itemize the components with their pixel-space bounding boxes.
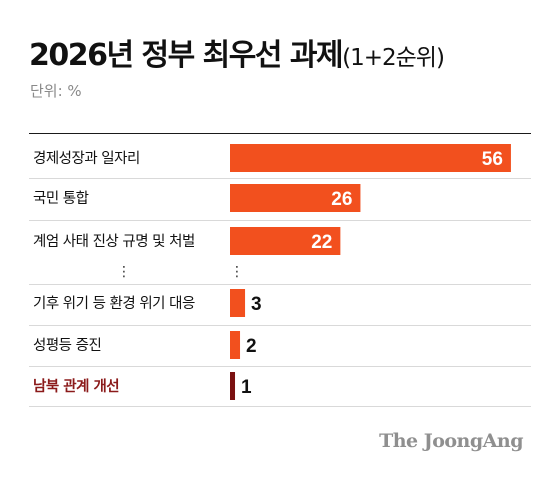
category-label: 남북 관계 개선	[33, 378, 119, 395]
category-label: 국민 통합	[33, 190, 89, 207]
value-label: 3	[251, 294, 262, 315]
chart-title: 2026년 정부 최우선 과제(1+2순위)	[29, 30, 445, 74]
bar	[230, 227, 341, 255]
category-label: 경제성장과 일자리	[33, 150, 140, 167]
category-label: 계엄 사태 진상 규명 및 처벌	[33, 233, 195, 250]
bar	[230, 184, 361, 212]
bar	[230, 372, 236, 400]
ellipsis-marker: ⋮	[117, 264, 131, 280]
bar	[230, 144, 511, 172]
title-main: 2026년 정부 최우선 과제	[29, 38, 344, 73]
bar	[230, 331, 241, 359]
unit-label: 단위: %	[30, 82, 82, 100]
title-subtitle: (1+2순위)	[342, 45, 445, 71]
bar	[230, 289, 246, 317]
category-label: 성평등 증진	[33, 337, 101, 354]
value-label: 2	[246, 336, 257, 357]
top-rule	[29, 133, 531, 134]
category-label: 기후 위기 등 환경 위기 대응	[33, 295, 195, 312]
source-credit: The JoongAng	[379, 430, 523, 452]
value-label: 56	[482, 149, 503, 170]
ellipsis-marker: ⋮	[230, 264, 244, 280]
value-label: 22	[311, 232, 332, 253]
value-label: 26	[331, 189, 352, 210]
value-label: 1	[241, 377, 252, 398]
